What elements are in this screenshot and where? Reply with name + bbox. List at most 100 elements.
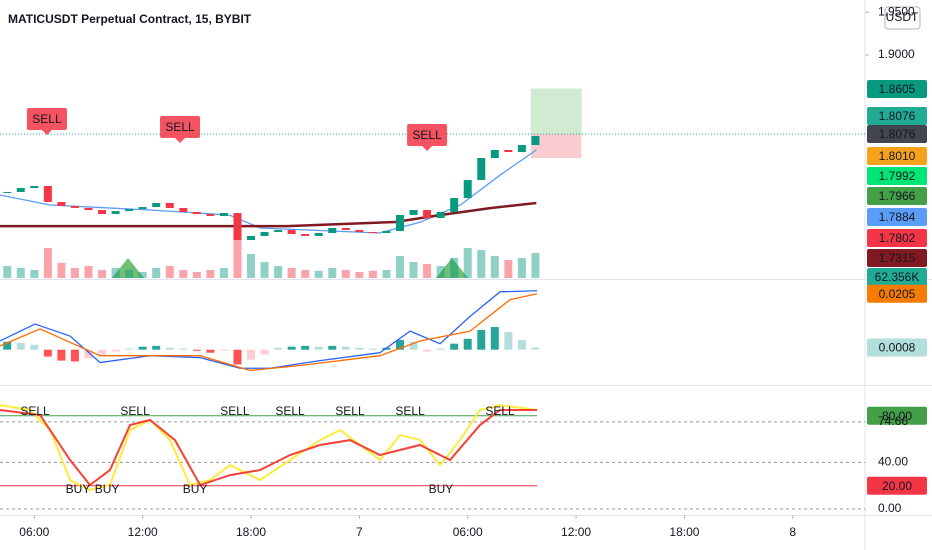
volume-bar <box>368 270 377 278</box>
price-badge <box>867 229 927 247</box>
indicator-line <box>0 404 538 492</box>
volume-bar <box>30 270 39 278</box>
currency: USDT <box>886 10 919 24</box>
histogram-bar <box>301 345 310 350</box>
histogram-bar <box>341 346 350 350</box>
candle <box>233 213 242 241</box>
candle <box>287 230 296 235</box>
sell-signal: SELL <box>120 404 150 418</box>
candle <box>43 185 52 202</box>
volume-bar <box>490 256 499 278</box>
volume-bar <box>355 272 364 278</box>
candle <box>395 214 404 232</box>
price-badge-label: 1.7966 <box>879 189 916 203</box>
price-badge <box>867 80 927 98</box>
price-badge <box>867 208 927 226</box>
sell-pointer <box>422 146 433 152</box>
histogram-bar <box>517 339 526 350</box>
volume-bar <box>219 268 228 278</box>
chart-title: MATICUSDT Perpetual Contract, 15, BYBIT <box>8 12 252 26</box>
volume-bar <box>287 268 296 278</box>
histogram-bar <box>450 343 459 350</box>
candle <box>368 231 377 234</box>
x-tick-label: 8 <box>789 525 796 539</box>
volume-bar <box>463 248 472 278</box>
histogram-bar <box>3 341 12 350</box>
sell-pointer <box>175 137 186 143</box>
histogram-bar <box>314 346 323 350</box>
volume-bar <box>328 268 337 278</box>
price-badge-label: 1.8076 <box>879 127 916 141</box>
sell-signal <box>26 108 67 131</box>
volume-bar <box>57 262 66 278</box>
volume-bar <box>247 254 256 278</box>
volume-bar <box>504 260 513 278</box>
price-badge-label: 0.0008 <box>879 341 916 355</box>
candle <box>463 180 472 199</box>
histogram-bar <box>165 347 174 350</box>
buy-signal: BUY <box>95 482 120 496</box>
histogram-bar <box>43 349 52 357</box>
buy-signal: BUY <box>183 482 208 496</box>
price-badge <box>867 107 927 125</box>
volume-bar <box>382 270 391 278</box>
histogram-bar <box>125 348 134 350</box>
histogram-bar <box>98 349 107 355</box>
volume-bar <box>179 270 188 278</box>
candle <box>260 231 269 237</box>
price-badge-label: 80.00 <box>882 409 912 423</box>
target-zone <box>530 88 582 135</box>
price-badge <box>867 476 927 495</box>
candle <box>477 158 486 181</box>
sell-pointer <box>41 130 52 136</box>
y-tick-label: 74.66 <box>878 414 908 428</box>
candle <box>274 230 283 232</box>
candle <box>314 233 323 237</box>
volume-bar <box>138 272 147 278</box>
price-badge <box>867 125 927 143</box>
candle <box>423 210 432 218</box>
histogram-bar <box>179 348 188 350</box>
candle <box>301 234 310 237</box>
sell-signal-label: SELL <box>32 112 62 126</box>
candle <box>179 207 188 212</box>
histogram-bar <box>260 349 269 355</box>
indicator-line <box>0 201 537 228</box>
sell-signal: SELL <box>20 404 50 418</box>
price-badge <box>867 249 927 267</box>
sell-signal <box>407 124 448 147</box>
volume-bar <box>233 235 242 278</box>
x-tick-label: 06:00 <box>453 525 483 539</box>
candle <box>125 208 134 212</box>
histogram-bar <box>463 338 472 350</box>
price-badge-label: 1.8010 <box>879 149 916 163</box>
candle <box>3 191 12 193</box>
currency-box[interactable] <box>884 6 921 30</box>
histogram-bar <box>287 346 296 350</box>
price-badge-label: 1.8605 <box>879 82 916 96</box>
volume-bar <box>192 272 201 278</box>
candle <box>382 231 391 234</box>
volume-bar <box>314 270 323 278</box>
volume-bar <box>436 266 445 278</box>
y-tick-label: 40.00 <box>878 455 908 469</box>
price-badge <box>867 187 927 205</box>
histogram-bar <box>409 341 418 350</box>
sell-signal: SELL <box>335 404 365 418</box>
candle <box>219 213 228 217</box>
candle <box>84 207 93 211</box>
buy-signal: BUY <box>429 482 454 496</box>
histogram-bar <box>111 349 120 352</box>
volume-bar <box>125 270 134 278</box>
histogram-bar <box>423 349 432 352</box>
x-tick-label: 18:00 <box>236 525 266 539</box>
volume-bar <box>165 266 174 278</box>
sell-signal: SELL <box>220 404 250 418</box>
indicator-line <box>0 149 537 234</box>
price-badge-label: 1.7992 <box>879 169 916 183</box>
volume-bar <box>43 248 52 278</box>
volume-bar <box>16 268 25 278</box>
x-tick-label: 7 <box>356 525 363 539</box>
candle <box>341 227 350 231</box>
